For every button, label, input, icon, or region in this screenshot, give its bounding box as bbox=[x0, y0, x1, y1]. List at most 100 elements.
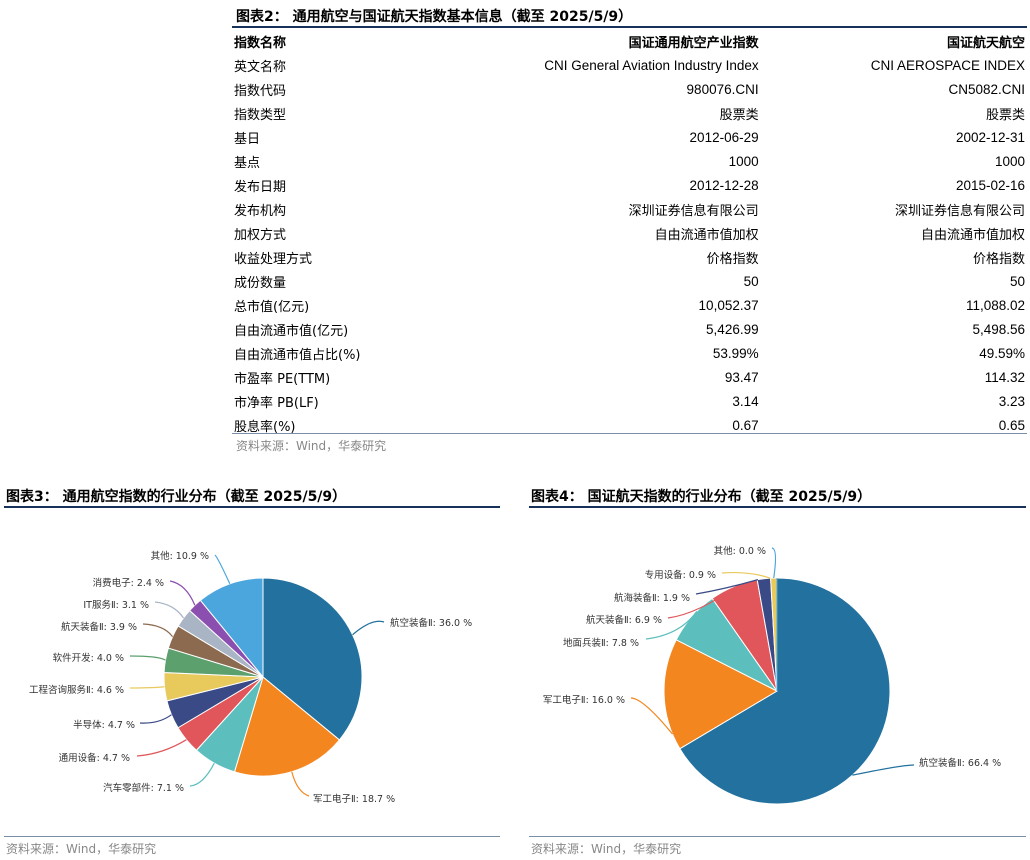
slice-label: 航天装备Ⅱ: 6.9 % bbox=[586, 614, 662, 626]
table-cell: 价格指数 bbox=[972, 251, 1025, 267]
table-cell: 3.23 bbox=[998, 393, 1025, 409]
leader-line bbox=[695, 579, 759, 595]
table-cell: 11,088.02 bbox=[965, 297, 1025, 313]
table-cell: 93.47 bbox=[724, 369, 759, 385]
leader-line bbox=[852, 764, 915, 776]
pie-slice bbox=[233, 676, 341, 777]
table-cell: 5,498.56 bbox=[972, 321, 1025, 337]
table-cell: CN5082.CNI bbox=[948, 81, 1025, 97]
chart4-bottom-rule bbox=[529, 836, 1026, 837]
table-bottom-rule bbox=[232, 433, 1027, 434]
chart3-top-rule bbox=[4, 506, 500, 508]
leader-line bbox=[291, 771, 310, 797]
table-cell: 50 bbox=[1009, 273, 1025, 289]
table-row: 自由流通市值(亿元) 5,426.99 5,498.56 bbox=[232, 317, 1027, 341]
chart4-source: 资料来源：Wind，华泰研究 bbox=[531, 842, 682, 856]
leader-line bbox=[136, 739, 187, 757]
table-cell: 53.99% bbox=[712, 345, 759, 361]
slice-label: 专用设备: 0.9 % bbox=[645, 569, 716, 581]
table-row: 基日 2012-06-29 2002-12-31 bbox=[232, 125, 1027, 149]
slice-label: 其他: 10.9 % bbox=[151, 550, 209, 562]
pie-slice bbox=[679, 577, 891, 805]
leader-line bbox=[139, 714, 172, 724]
table-cell: 基日 bbox=[234, 131, 261, 147]
table-row: 指数代码 980076.CNI CN5082.CNI bbox=[232, 77, 1027, 101]
leader-line bbox=[214, 554, 231, 584]
table-cell: 国证通用航空产业指数 bbox=[628, 35, 759, 51]
table-cell: 成份数量 bbox=[234, 275, 287, 291]
table-row: 英文名称 CNI General Aviation Industry Index C… bbox=[232, 53, 1027, 77]
table-cell: 114.32 bbox=[984, 369, 1025, 385]
slice-label: 其他: 0.0 % bbox=[714, 545, 766, 557]
slice-label: 工程咨询服务Ⅱ: 4.6 % bbox=[29, 684, 124, 696]
table-cell: 0.65 bbox=[998, 417, 1025, 433]
table-cell: 1000 bbox=[728, 153, 759, 169]
leader-line bbox=[169, 580, 196, 606]
slice-label: 航空装备Ⅱ: 36.0 % bbox=[390, 617, 472, 629]
table-row: 自由流通市值占比(%) 53.99% 49.59% bbox=[232, 341, 1027, 365]
table-cell: 加权方式 bbox=[234, 227, 287, 243]
table-title: 图表2： 通用航空与国证航天指数基本信息（截至 2025/5/9） bbox=[236, 9, 633, 25]
slice-label: 航海装备Ⅱ: 1.9 % bbox=[614, 592, 690, 604]
table-cell: 2002-12-31 bbox=[955, 129, 1025, 145]
table-cell: 自由流通市值占比(%) bbox=[234, 347, 361, 363]
table-row: 加权方式 自由流通市值加权 自由流通市值加权 bbox=[232, 221, 1027, 245]
table-cell: 深圳证券信息有限公司 bbox=[894, 203, 1025, 219]
slice-label: 汽车零部件: 7.1 % bbox=[103, 782, 184, 794]
pie-slice bbox=[663, 639, 779, 750]
table-cell: CNI AEROSPACE INDEX bbox=[870, 57, 1025, 73]
leader-line bbox=[667, 583, 740, 619]
chart4-title: 图表4： 国证航天指数的行业分布（截至 2025/5/9） bbox=[531, 489, 872, 505]
table-source: 资料来源：Wind，华泰研究 bbox=[236, 439, 387, 453]
slice-label: 半导体: 4.7 % bbox=[73, 719, 135, 731]
slice-label: 地面兵装Ⅱ: 7.8 % bbox=[563, 637, 639, 649]
chart3-title: 图表3： 通用航空指数的行业分布（截至 2025/5/9） bbox=[6, 489, 347, 505]
index-info-table: 指数名称 国证通用航空产业指数 国证航天航空 英文名称 CNI General Avia… bbox=[232, 29, 1027, 437]
table-cell: 10,052.37 bbox=[698, 297, 759, 313]
table-row: 发布机构 深圳证券信息有限公司 深圳证券信息有限公司 bbox=[232, 197, 1027, 221]
leader-line bbox=[645, 611, 698, 640]
leader-line bbox=[129, 686, 165, 689]
table-cell: 1000 bbox=[994, 153, 1025, 169]
leader-line bbox=[771, 547, 777, 579]
table-cell: 国证航天航空 bbox=[946, 35, 1025, 51]
table-cell: 指数代码 bbox=[234, 83, 287, 99]
table-header-row: 指数名称 国证通用航空产业指数 国证航天航空 bbox=[232, 29, 1027, 53]
table-cell: 收益处理方式 bbox=[234, 251, 313, 267]
table-cell: 市净率 PB(LF) bbox=[234, 395, 319, 411]
pie-slice bbox=[262, 577, 363, 741]
leader-line bbox=[129, 655, 166, 661]
table-cell: 5,426.99 bbox=[706, 321, 759, 337]
leader-line bbox=[721, 571, 771, 579]
table-cell: 3.14 bbox=[732, 393, 759, 409]
table-cell: 市盈率 PE(TTM) bbox=[234, 371, 331, 387]
table-cell: 总市值(亿元) bbox=[234, 299, 310, 315]
slice-label: 软件开发: 4.0 % bbox=[53, 652, 124, 664]
table-cell: 基点 bbox=[234, 155, 261, 171]
leader-line bbox=[142, 623, 174, 638]
table-cell: 英文名称 bbox=[234, 59, 287, 75]
slice-label: 军工电子Ⅱ: 16.0 % bbox=[543, 694, 625, 706]
slice-label: 通用设备: 4.7 % bbox=[59, 752, 130, 764]
table-row: 成份数量 50 50 bbox=[232, 269, 1027, 293]
chart4-pie: 航空装备Ⅱ: 66.4 % 军工电子Ⅱ: 16.0 % 地面兵装Ⅱ: 7.8 % 航天… bbox=[543, 545, 1001, 805]
table-row: 市净率 PB(LF) 3.14 3.23 bbox=[232, 389, 1027, 413]
table-row: 收益处理方式 价格指数 价格指数 bbox=[232, 245, 1027, 269]
table-row: 总市值(亿元) 10,052.37 11,088.02 bbox=[232, 293, 1027, 317]
table-row: 指数类型 股票类 股票类 bbox=[232, 101, 1027, 125]
table-cell: 49.59% bbox=[979, 345, 1025, 361]
table-row: 市盈率 PE(TTM) 93.47 114.32 bbox=[232, 365, 1027, 389]
table-row: 基点 1000 1000 bbox=[232, 149, 1027, 173]
chart4-top-rule bbox=[529, 506, 1026, 508]
table-cell: 指数类型 bbox=[234, 107, 287, 123]
table-row: 股息率(%) 0.67 0.65 bbox=[232, 413, 1027, 437]
table-cell: 深圳证券信息有限公司 bbox=[628, 203, 759, 219]
table-cell: 2015-02-16 bbox=[955, 177, 1025, 193]
table-cell: 发布日期 bbox=[234, 179, 287, 195]
table-cell: 股息率(%) bbox=[234, 419, 296, 435]
pie-slice bbox=[199, 577, 264, 679]
chart3-bottom-rule bbox=[4, 836, 500, 837]
table-cell: 发布机构 bbox=[234, 203, 287, 219]
table-cell: 980076.CNI bbox=[686, 81, 759, 97]
table-top-rule bbox=[232, 26, 1027, 28]
